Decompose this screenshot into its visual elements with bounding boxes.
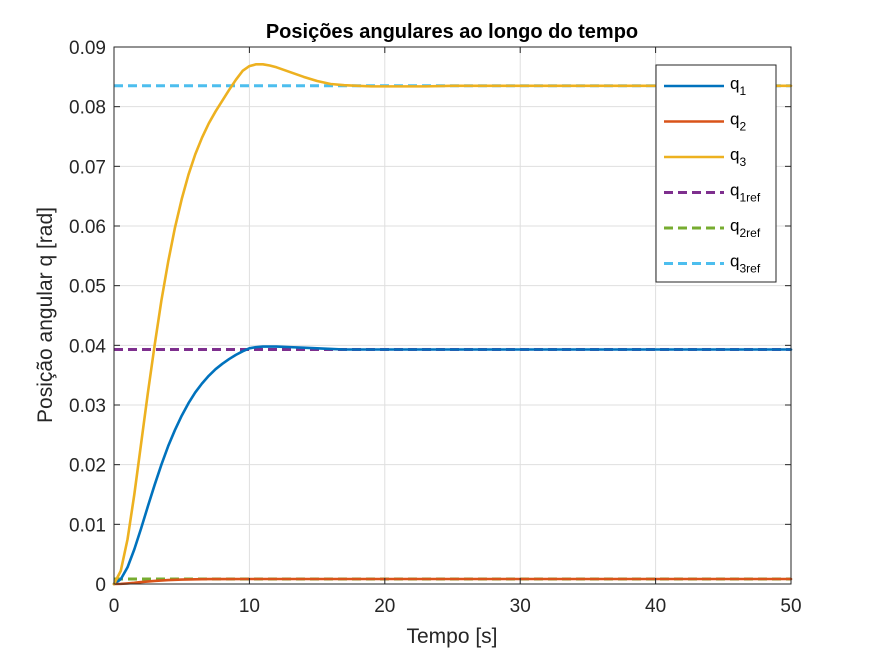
x-tick-label: 50 <box>780 596 801 617</box>
x-tick-label: 30 <box>510 596 531 617</box>
y-tick-label: 0.01 <box>69 515 106 536</box>
legend-label-q3: q3 <box>730 145 746 169</box>
y-tick-label: 0.06 <box>69 217 106 238</box>
legend-label-q3ref: q3ref <box>730 252 761 276</box>
y-tick-label: 0.07 <box>69 157 106 178</box>
y-tick-label: 0.08 <box>69 98 106 119</box>
grid <box>114 47 791 584</box>
axes-box <box>113 46 792 585</box>
chart-title: Posições angulares ao longo do tempo <box>266 21 638 43</box>
y-axis-label: Posição angular q [rad] <box>34 207 57 423</box>
y-tick-label: 0.05 <box>69 277 106 298</box>
legend-label-q1: q1 <box>730 74 746 98</box>
legend: q1 q2 q3 q1ref q2ref q3ref <box>655 64 777 283</box>
series-line-q3 <box>112 63 793 586</box>
series-line-q2 <box>112 577 793 586</box>
legend-label-q2: q2 <box>730 110 746 134</box>
x-tick-label: 20 <box>374 596 395 617</box>
y-tick-label: 0.09 <box>69 38 106 59</box>
y-tick-label: 0 <box>95 575 106 596</box>
x-tick-label: 10 <box>239 596 260 617</box>
y-tick-label: 0.03 <box>69 396 106 417</box>
x-tick-label: 0 <box>109 596 120 617</box>
x-axis-label: Tempo [s] <box>406 625 497 648</box>
y-tick-label: 0.04 <box>69 336 106 357</box>
ticks: 0 10 20 30 40 50 0 0.01 0.02 0.03 0.04 0.05 0.06 0.07… <box>69 38 802 617</box>
legend-box <box>655 64 777 283</box>
y-tick-label: 0.02 <box>69 456 106 477</box>
series-group <box>112 63 793 586</box>
legend-label-q2ref: q2ref <box>730 216 761 240</box>
series-line-q1 <box>112 345 793 586</box>
legend-label-q1ref: q1ref <box>730 181 761 205</box>
x-tick-label: 40 <box>645 596 666 617</box>
